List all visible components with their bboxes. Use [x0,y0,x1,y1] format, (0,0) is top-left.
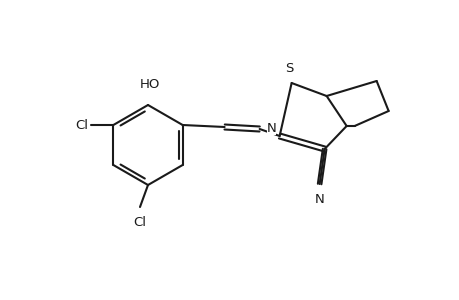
Text: N: N [266,122,276,134]
Text: HO: HO [140,78,160,91]
Text: N: N [314,193,324,206]
Text: Cl: Cl [133,216,146,229]
Text: S: S [285,62,293,75]
Text: Cl: Cl [75,118,88,131]
